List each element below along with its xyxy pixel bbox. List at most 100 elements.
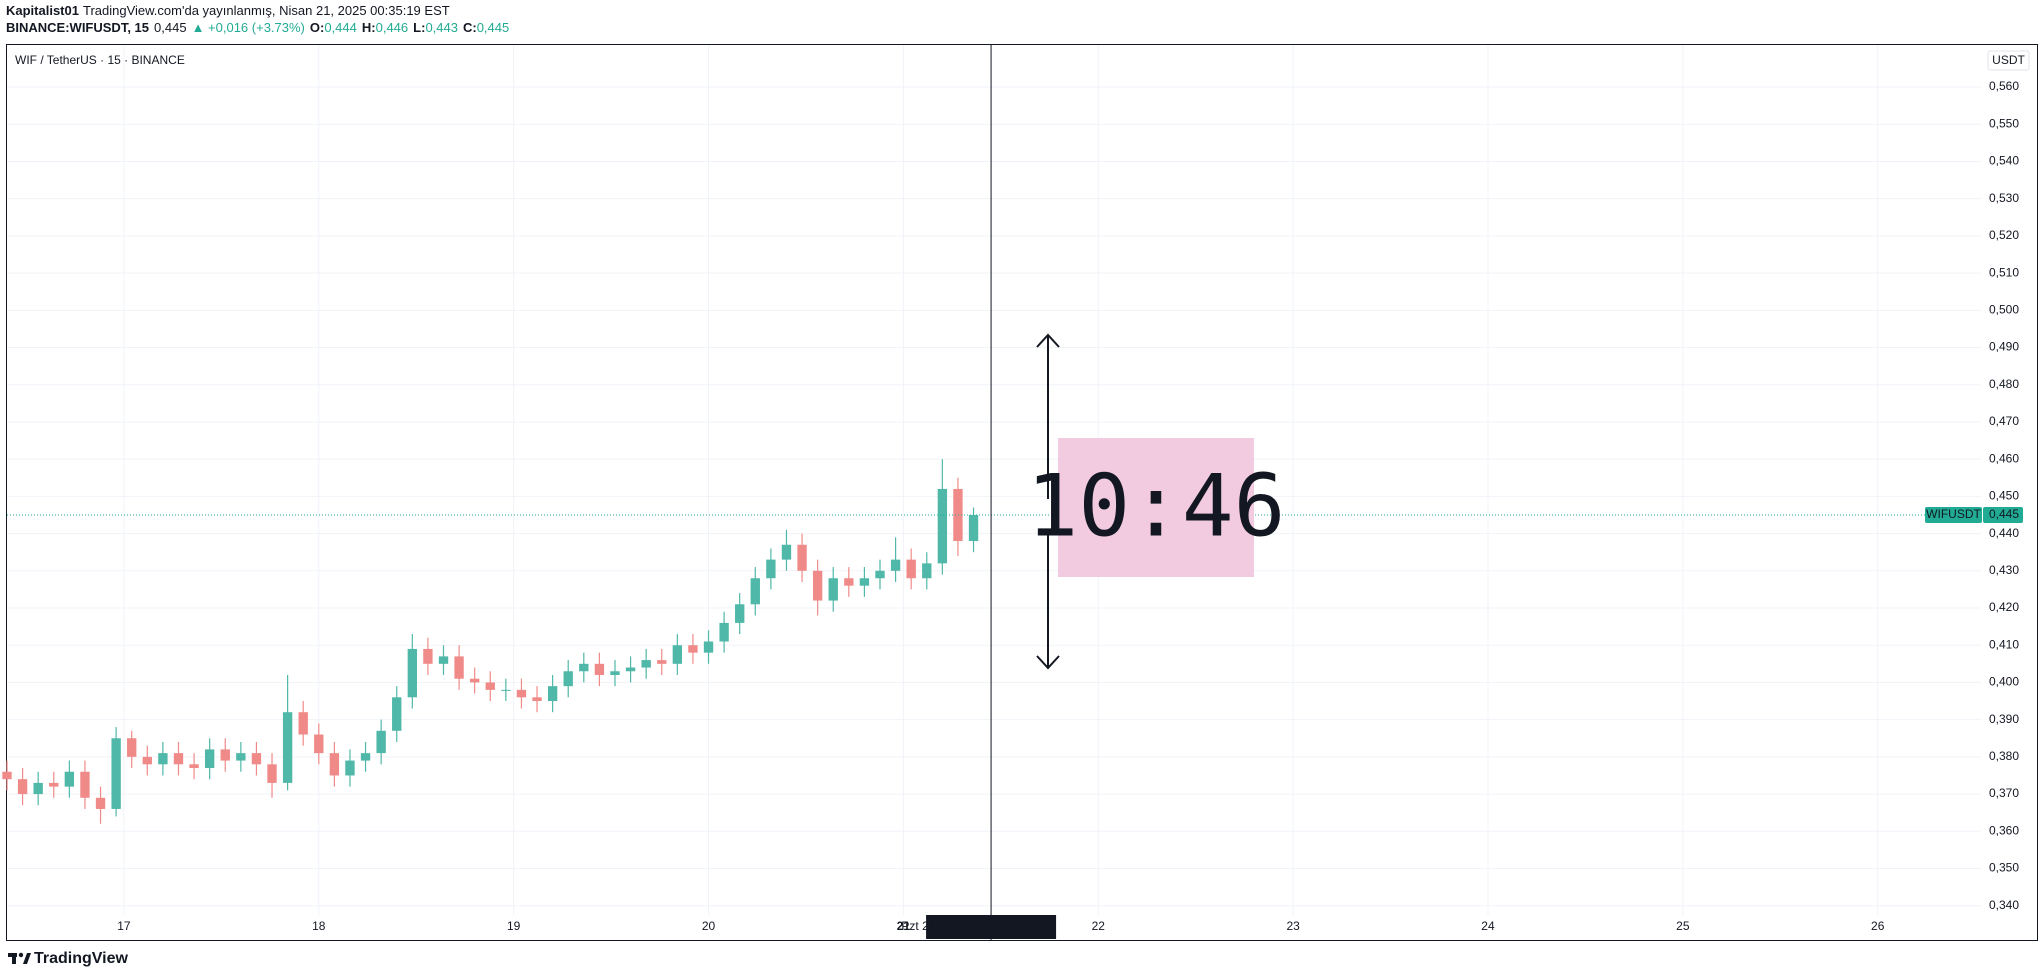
- annotation-text: 10:46: [1027, 456, 1286, 556]
- x-tick-label: 21: [897, 919, 911, 933]
- candle-body: [610, 671, 620, 675]
- arrow-up-head: [1036, 333, 1060, 348]
- y-tick-label: 0,520: [1989, 228, 2019, 242]
- x-tick-label: 26: [1871, 919, 1885, 933]
- candle-body: [204, 749, 215, 769]
- ohlc-label: H:: [362, 20, 376, 35]
- y-tick-label: 0,450: [1989, 489, 2019, 503]
- logo-part: [23, 953, 31, 964]
- ohlc-value: 0,444: [324, 20, 357, 35]
- candle-body: [890, 559, 901, 571]
- candle-body: [423, 648, 433, 664]
- candle-body: [625, 667, 636, 672]
- plot: [2, 45, 1981, 915]
- y-tick-label: 0,430: [1989, 563, 2019, 577]
- last-price-name-box: [1925, 506, 1982, 523]
- y-tick-label: 0,530: [1989, 191, 2019, 205]
- x-tick-label: 17: [117, 919, 131, 933]
- logo-part: [18, 952, 24, 958]
- y-tick-label: 0,340: [1989, 898, 2019, 912]
- candle-body: [579, 663, 589, 672]
- y-tick-label: 0,500: [1989, 302, 2019, 316]
- candle-body: [766, 559, 776, 579]
- candle-body: [501, 689, 511, 691]
- ohlc-label: O:: [310, 20, 324, 35]
- candle-body: [812, 570, 823, 601]
- currency-box: [1987, 50, 2030, 71]
- candle-body: [173, 753, 184, 765]
- candle-body: [158, 753, 168, 765]
- x-tick-label: 25: [1676, 919, 1690, 933]
- x-tick-label: 20: [702, 919, 716, 933]
- candle-body: [236, 753, 246, 761]
- chart-title: WIF / TetherUS · 15 · BINANCE: [15, 53, 185, 67]
- candle-body: [80, 771, 90, 798]
- candle-body: [516, 689, 527, 698]
- candle-body: [454, 656, 464, 679]
- candle-body: [547, 686, 558, 702]
- candle-body: [875, 570, 885, 579]
- candle-body: [750, 578, 760, 605]
- candle-body: [251, 753, 262, 765]
- candle-body: [906, 559, 916, 579]
- last: 0,445: [154, 20, 187, 35]
- last-price-label: 0,445: [1989, 507, 2019, 521]
- candle-body: [407, 648, 417, 698]
- candle-body: [127, 738, 137, 757]
- author: Kapitalist01: [6, 3, 79, 18]
- y-tick-label: 0,380: [1989, 749, 2019, 763]
- candle-body: [392, 697, 402, 731]
- candle-body: [532, 697, 542, 702]
- candle-body: [2, 771, 12, 780]
- y-tick-label: 0,460: [1989, 451, 2019, 465]
- x-tick-label: 24: [1481, 919, 1495, 933]
- candle-body: [470, 678, 480, 683]
- candle-body: [438, 656, 449, 664]
- candle-body: [17, 779, 28, 795]
- candle-body: [33, 782, 43, 795]
- candle-body: [360, 753, 371, 761]
- ohlc-value: 0,446: [376, 20, 409, 35]
- candle-body: [563, 671, 573, 687]
- candle-body: [142, 756, 152, 765]
- crosshair-label-box: [926, 915, 1057, 939]
- candle-body: [267, 764, 277, 783]
- y-tick-label: 0,410: [1989, 637, 2019, 651]
- candle-body: [797, 544, 807, 571]
- y-tick-label: 0,370: [1989, 786, 2019, 800]
- y-tick-label: 0,400: [1989, 675, 2019, 689]
- footer-brand: TradingView: [34, 950, 129, 967]
- candle-body: [49, 782, 59, 787]
- y-tick-label: 0,550: [1989, 116, 2019, 130]
- y-tick-label: 0,540: [1989, 154, 2019, 168]
- published: TradingView.com'da yayınlanmış, Nisan 21…: [83, 3, 450, 18]
- y-tick-label: 0,350: [1989, 861, 2019, 875]
- logo-part: [12, 953, 16, 964]
- y-tick-label: 0,470: [1989, 414, 2019, 428]
- candle-body: [688, 645, 698, 653]
- y-tick-label: 0,510: [1989, 265, 2019, 279]
- arrow-down-head: [1036, 655, 1060, 670]
- x-tick-label: 18: [312, 919, 326, 933]
- chart-frame: [6, 44, 2038, 941]
- candle-body: [953, 488, 963, 542]
- header-line-1: Kapitalist01 TradingView.com'da yayınlanm…: [6, 3, 450, 18]
- candle-body: [485, 682, 495, 690]
- candle-body: [189, 764, 199, 769]
- candle-body: [703, 641, 714, 653]
- ohlc-value: 0,445: [477, 20, 510, 35]
- ohlc-value: 0,443: [425, 20, 458, 35]
- y-tick-label: 0,360: [1989, 823, 2019, 837]
- y-tick-label: 0,560: [1989, 79, 2019, 93]
- last-price-box: [1983, 506, 2023, 523]
- change: ▲ +0,016 (+3.73%): [192, 20, 305, 35]
- candle-body: [968, 514, 979, 542]
- candle-body: [657, 660, 667, 664]
- y-tick-label: 0,420: [1989, 600, 2019, 614]
- candle-body: [828, 578, 838, 601]
- candle-body: [376, 730, 386, 754]
- candle-body: [314, 734, 324, 754]
- ohlc-label: C:: [463, 20, 477, 35]
- candle-body: [64, 771, 75, 787]
